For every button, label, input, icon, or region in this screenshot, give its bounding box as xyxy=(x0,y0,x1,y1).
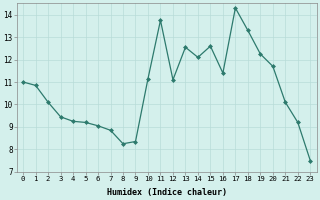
X-axis label: Humidex (Indice chaleur): Humidex (Indice chaleur) xyxy=(107,188,227,197)
